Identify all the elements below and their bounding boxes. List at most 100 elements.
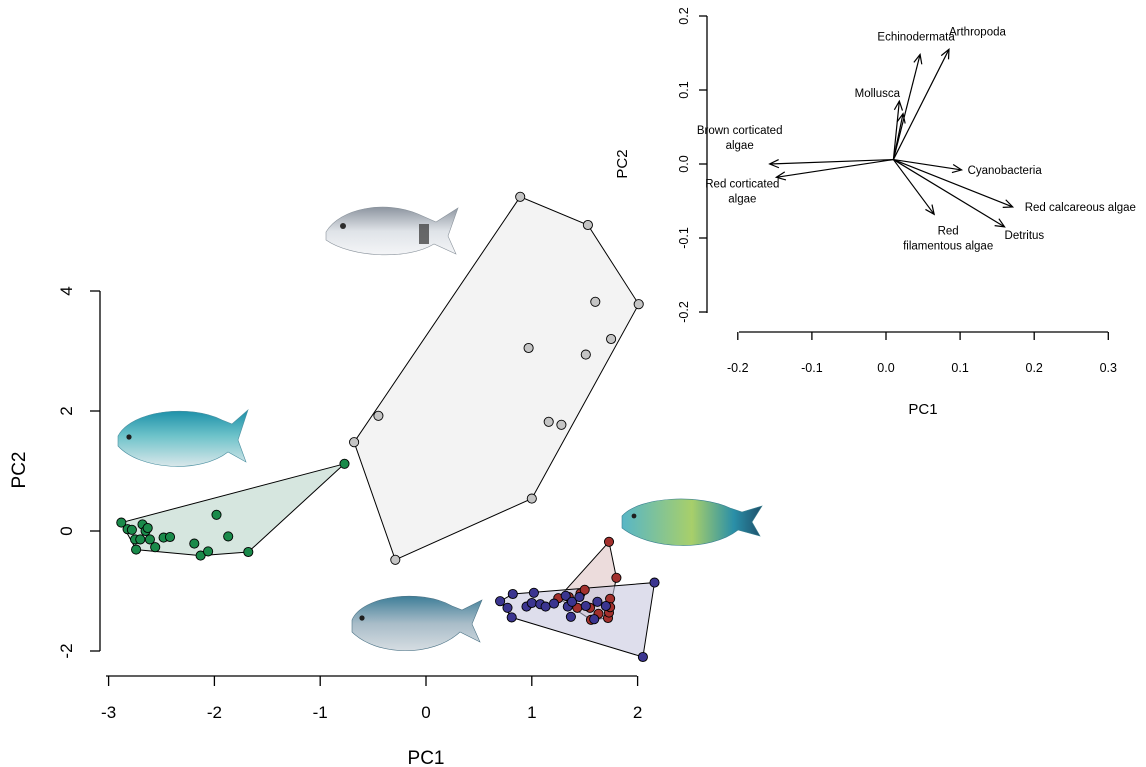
loading-vector	[893, 158, 962, 171]
data-point	[526, 493, 537, 504]
loading-vector	[776, 158, 894, 178]
blue-fish-image	[117, 409, 249, 467]
data-point	[126, 524, 137, 535]
y-tick-label: -2	[57, 643, 76, 658]
data-point	[373, 410, 384, 421]
loading-vector	[893, 159, 1013, 208]
vector-label: Red calcareous algae	[1025, 202, 1136, 214]
data-point	[579, 584, 590, 595]
data-point	[566, 596, 578, 607]
data-point	[526, 597, 537, 609]
data-point	[507, 588, 518, 600]
inset-x-axis-title: PC1	[908, 401, 937, 418]
inset-y-axis-title: PC2	[614, 149, 631, 178]
vector-arrowhead	[774, 171, 787, 181]
group-hull-1	[120, 463, 345, 557]
vector-arrowhead	[913, 53, 923, 65]
data-point	[528, 587, 539, 598]
vector-arrowhead	[925, 204, 936, 216]
data-point	[600, 600, 611, 612]
data-point	[203, 546, 214, 557]
data-point	[243, 546, 254, 558]
vector-label: Red filamentous algae	[903, 225, 993, 252]
inset-y-tick-label: 0.1	[677, 81, 691, 98]
data-point	[223, 531, 234, 542]
data-point	[116, 517, 127, 528]
surgeonfish-image	[351, 595, 483, 652]
inset-x-tick-label: -0.2	[727, 361, 749, 375]
data-point	[339, 458, 350, 469]
vector-arrowhead	[994, 218, 1006, 228]
loading-vector	[893, 159, 1005, 228]
vector-label: Arthropoda	[949, 26, 1007, 38]
data-point	[633, 299, 644, 310]
group-hulls	[120, 196, 656, 658]
x-axis-title: PC1	[408, 748, 445, 767]
vector-label: Brown corticated algae	[697, 125, 783, 152]
data-point	[556, 419, 567, 430]
vector-label: Mollusca	[855, 88, 901, 100]
data-point	[548, 598, 560, 609]
data-points	[116, 191, 660, 663]
x-tick-label: 0	[421, 703, 430, 722]
vector-arrowhead	[1002, 199, 1015, 208]
vector-label: Cyanobacteria	[968, 165, 1043, 177]
loading-vector	[769, 158, 894, 165]
inset-y-tick-label: 0.0	[677, 155, 691, 172]
data-point	[649, 577, 660, 588]
data-point	[574, 591, 585, 603]
data-point	[131, 544, 142, 555]
inset-y-tick-label: -0.1	[677, 227, 691, 249]
data-point	[495, 596, 506, 607]
data-point	[523, 342, 534, 354]
main-plot: -3 -2 -1 0 1 2 -2 0 2 4 PC1 PC2	[9, 191, 660, 767]
data-point	[349, 437, 360, 448]
inset-y-axis-ticks: -0.2 -0.1 0.0 0.1 0.2	[677, 7, 707, 323]
data-point	[189, 538, 200, 549]
data-point	[144, 534, 155, 545]
y-tick-label: 4	[57, 286, 76, 295]
vector-label: Detritus	[1005, 230, 1045, 242]
x-tick-label: -3	[101, 703, 116, 722]
vector-arrowhead	[951, 164, 964, 174]
data-point	[506, 612, 517, 623]
y-tick-label: 2	[57, 406, 76, 415]
parrotfish-image	[621, 498, 763, 546]
y-tick-label: 0	[57, 526, 76, 535]
inset-x-tick-label: -0.1	[801, 361, 823, 375]
x-tick-label: 2	[633, 703, 642, 722]
inset-x-tick-label: 0.3	[1100, 361, 1117, 375]
data-point	[580, 600, 591, 612]
inset-y-tick-label: -0.2	[677, 301, 691, 323]
inset-x-tick-label: 0.1	[951, 361, 968, 375]
loading-vector	[892, 54, 921, 160]
data-point	[592, 596, 603, 607]
inset-x-tick-label: 0.0	[877, 361, 894, 375]
data-point	[589, 614, 600, 625]
loading-vector	[892, 113, 904, 160]
inset-x-tick-label: 0.2	[1026, 361, 1043, 375]
inset-biplot: -0.2 -0.1 0.0 0.1 0.2 0.3 -0.2 -0.1 0.0 0.1 0.2 P…	[614, 7, 1136, 418]
loading-vector	[892, 159, 935, 215]
data-point	[135, 534, 146, 545]
vector-arrowhead	[768, 159, 780, 169]
data-point	[502, 602, 513, 613]
vector-arrowhead	[896, 112, 906, 124]
loading-vectors	[768, 47, 1015, 228]
data-point	[543, 416, 554, 427]
loading-vector	[892, 49, 950, 160]
data-point	[390, 554, 401, 565]
x-tick-label: 1	[527, 703, 536, 722]
x-tick-label: -1	[313, 703, 328, 722]
data-point	[580, 349, 591, 360]
x-tick-label: -2	[207, 703, 222, 722]
data-point	[611, 572, 622, 583]
x-axis-ticks: -3 -2 -1 0 1 2	[101, 676, 642, 722]
vector-arrowhead	[893, 99, 904, 111]
data-point	[164, 531, 176, 543]
vector-label: Echinodermata	[877, 31, 955, 43]
data-point	[515, 191, 526, 202]
y-axis-ticks: -2 0 2 4	[57, 286, 100, 659]
